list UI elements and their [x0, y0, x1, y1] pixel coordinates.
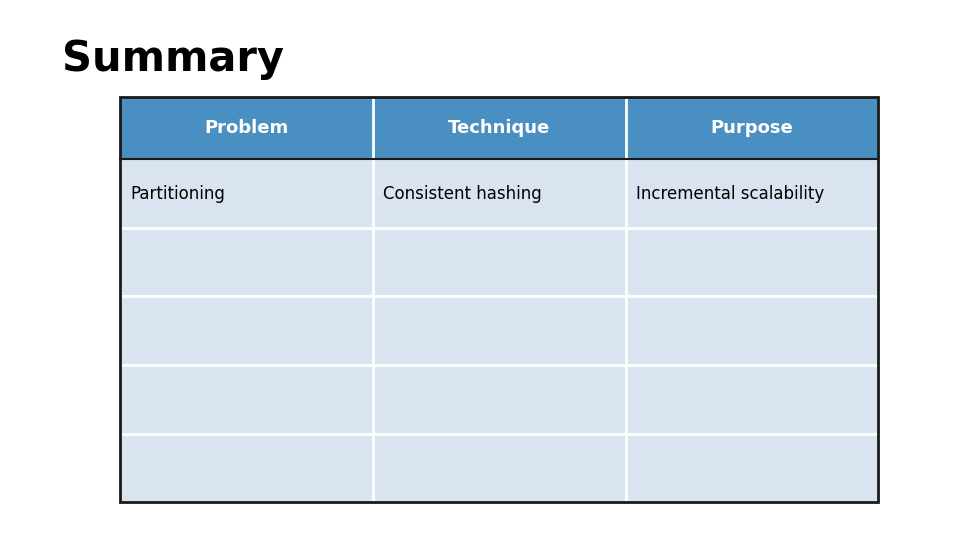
Text: Summary: Summary — [62, 38, 284, 80]
Text: Partitioning: Partitioning — [131, 185, 225, 202]
Text: Consistent hashing: Consistent hashing — [383, 185, 541, 202]
Text: Incremental scalability: Incremental scalability — [636, 185, 824, 202]
Text: Problem: Problem — [204, 119, 289, 137]
Text: Purpose: Purpose — [710, 119, 793, 137]
Text: Technique: Technique — [448, 119, 550, 137]
